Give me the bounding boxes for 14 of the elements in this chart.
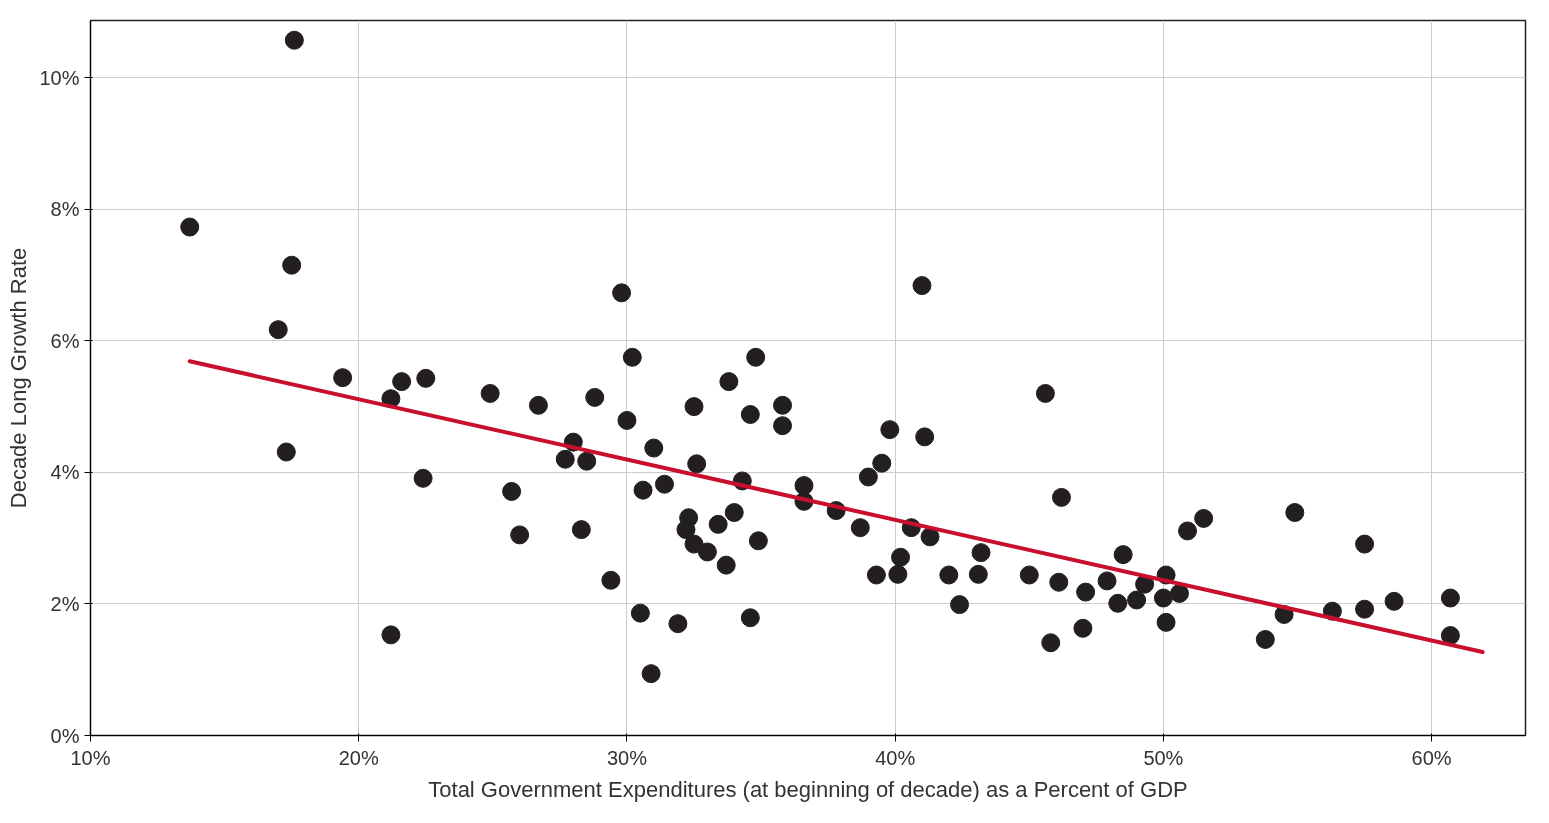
x-tick-label: 60% [1411, 746, 1452, 769]
y-tick-label: 4% [50, 461, 80, 484]
y-tick-label: 10% [39, 66, 80, 89]
x-axis-title: Total Government Expenditures (at beginning of decade) as a Percent of GDP [428, 776, 1188, 802]
x-tick-label: 30% [606, 746, 648, 769]
y-tick-label: 0% [50, 724, 80, 747]
y-tick-label: 6% [50, 329, 80, 352]
y-tick-label: 8% [50, 198, 80, 221]
y-axis-title: Decade Long Growth Rate [6, 247, 32, 509]
x-tick-label: 10% [70, 746, 111, 769]
x-tick-label: 20% [338, 746, 379, 769]
y-tick-label: 2% [50, 592, 80, 615]
x-tick-label: 40% [875, 746, 916, 769]
x-tick-label: 50% [1143, 746, 1184, 769]
